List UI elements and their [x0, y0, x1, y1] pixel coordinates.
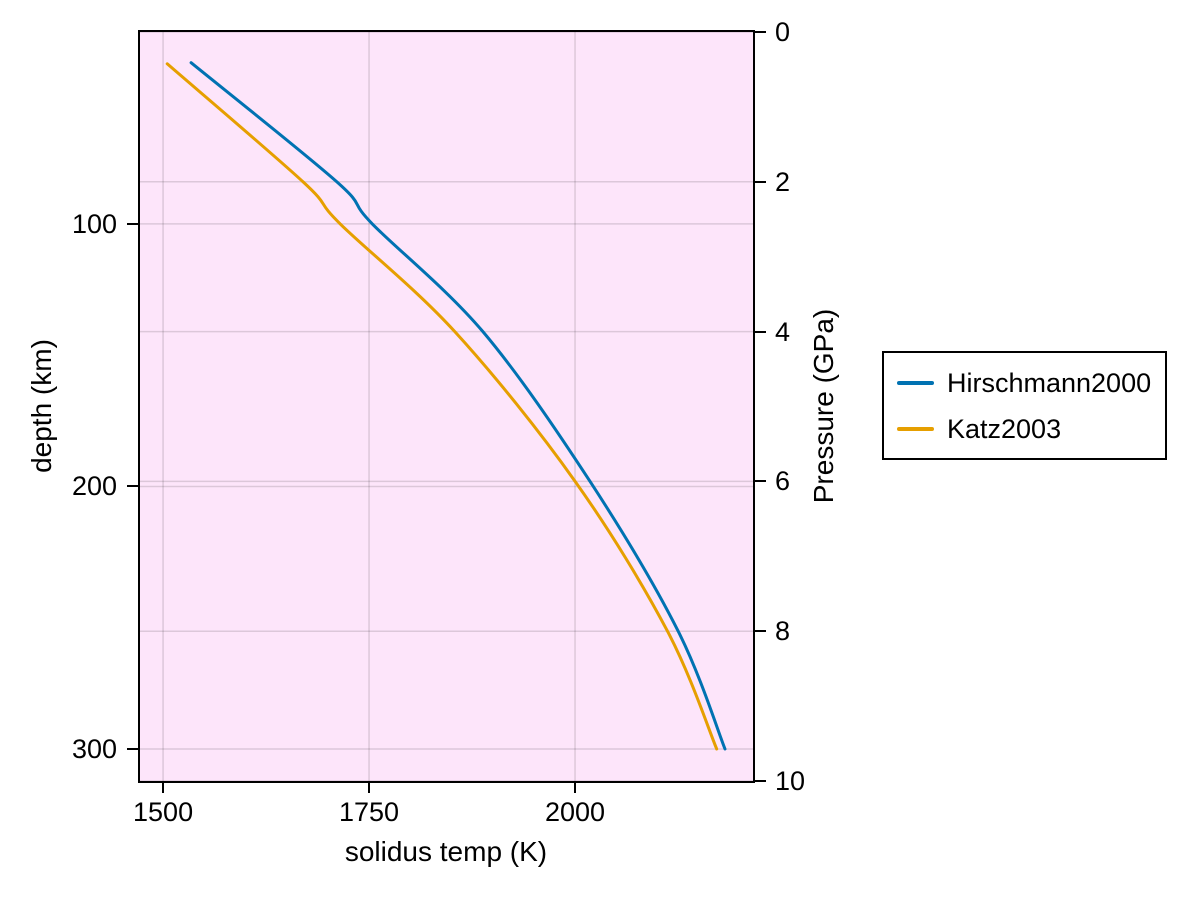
legend-entry-katz2003: Katz2003	[897, 410, 1165, 448]
legend-label: Hirschmann2000	[947, 367, 1152, 398]
pressure-tick-label: 2	[775, 166, 791, 197]
x-tick-mark	[162, 783, 165, 793]
x-axis-label: solidus temp (K)	[344, 836, 548, 867]
series-line-hirschmann2000	[189, 61, 727, 751]
pressure-tick-mark	[755, 31, 766, 33]
x-tick-label: 1500	[133, 797, 194, 827]
x-tick-label: 1750	[339, 797, 400, 827]
plot-area	[138, 30, 755, 783]
chart-canvas	[140, 32, 753, 781]
pressure-tick-mark	[755, 480, 766, 483]
depth-tick-label: 300	[71, 733, 117, 764]
series-line-katz2003	[165, 62, 719, 751]
x-tick-label: 2000	[544, 797, 606, 827]
pressure-tick-mark	[755, 630, 766, 633]
legend-label: Katz2003	[947, 413, 1062, 444]
y-axis-label-left: depth (km)	[26, 339, 57, 473]
depth-tick-mark	[127, 222, 138, 225]
pressure-tick-label: 6	[775, 466, 791, 497]
legend-line-swatch	[897, 426, 934, 431]
depth-tick-label: 100	[71, 208, 117, 239]
pressure-tick-mark	[755, 780, 766, 782]
y-axis-label-right: Pressure (GPa)	[808, 308, 839, 504]
x-tick-mark	[368, 783, 371, 793]
pressure-tick-mark	[755, 180, 766, 183]
pressure-tick-label: 8	[775, 616, 791, 647]
legend-line-swatch	[897, 380, 934, 385]
legend-entry-hirschmann2000: Hirschmann2000	[897, 364, 1165, 402]
pressure-tick-mark	[755, 330, 766, 333]
legend: Hirschmann2000 Katz2003	[882, 351, 1167, 460]
depth-tick-mark	[127, 747, 138, 750]
depth-tick-mark	[127, 485, 138, 488]
depth-tick-label: 200	[71, 471, 117, 502]
x-tick-mark	[574, 783, 577, 793]
pressure-tick-label: 4	[775, 316, 791, 347]
pressure-tick-label: 10	[775, 766, 806, 796]
pressure-tick-label: 0	[775, 17, 791, 47]
